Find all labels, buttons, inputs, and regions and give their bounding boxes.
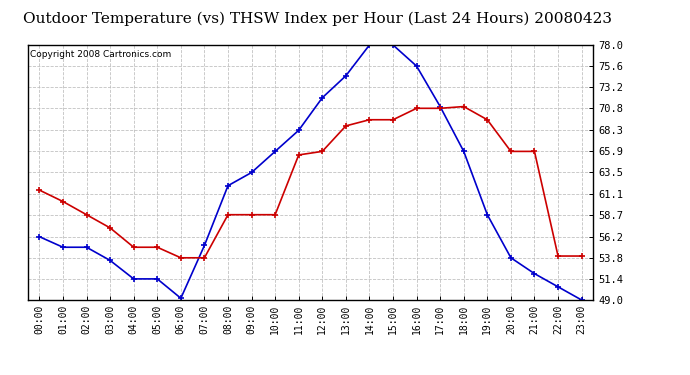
Text: Copyright 2008 Cartronics.com: Copyright 2008 Cartronics.com	[30, 50, 172, 59]
Text: Outdoor Temperature (vs) THSW Index per Hour (Last 24 Hours) 20080423: Outdoor Temperature (vs) THSW Index per …	[23, 11, 612, 26]
